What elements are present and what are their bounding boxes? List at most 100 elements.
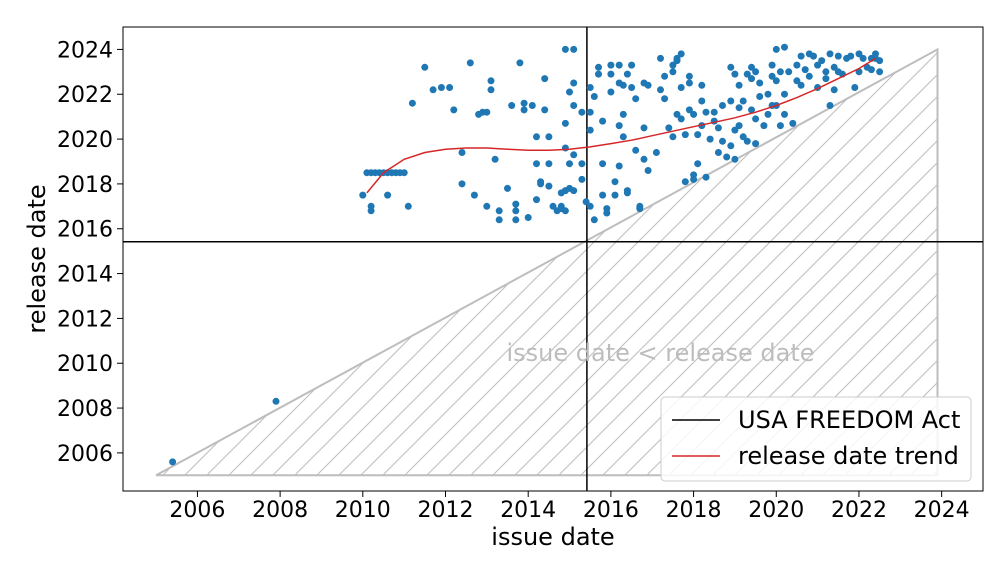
data-point (826, 102, 834, 109)
data-point (797, 52, 805, 60)
region-polygon (155, 47, 939, 477)
data-point (570, 45, 578, 53)
y-tick-label: 2012 (57, 307, 113, 332)
data-point (566, 160, 573, 168)
data-point (694, 160, 702, 168)
data-point (781, 110, 788, 118)
data-point (748, 75, 755, 83)
data-point (512, 207, 520, 215)
data-point (677, 50, 685, 58)
data-point (446, 84, 454, 91)
x-tick-label: 2010 (335, 498, 391, 523)
data-point (810, 52, 817, 60)
data-point (719, 102, 726, 109)
data-point (739, 97, 747, 105)
data-point (495, 207, 503, 215)
data-point (495, 216, 503, 224)
data-point (768, 61, 776, 69)
data-point (677, 115, 685, 123)
data-point (533, 160, 540, 168)
data-point (619, 81, 627, 89)
data-point (367, 207, 375, 215)
data-point (528, 102, 536, 109)
x-tick-label: 2020 (748, 498, 804, 523)
data-point (615, 162, 623, 170)
y-tick-label: 2016 (57, 218, 113, 243)
data-point (599, 117, 607, 125)
y-tick-label: 2022 (57, 83, 113, 108)
data-point (723, 153, 731, 161)
data-point (735, 81, 743, 89)
data-point (599, 191, 607, 199)
x-tick-label: 2024 (914, 498, 970, 523)
data-point (545, 133, 553, 141)
data-point (764, 90, 772, 98)
x-tick-label: 2022 (831, 498, 887, 523)
data-point (595, 63, 602, 71)
data-point (450, 106, 458, 114)
data-point (735, 104, 743, 112)
data-point (830, 86, 838, 94)
data-point (512, 216, 520, 224)
data-point (169, 458, 177, 466)
data-point (735, 122, 743, 130)
region-label: issue date < release date (506, 339, 814, 367)
data-point (714, 124, 722, 132)
legend-box (660, 396, 972, 482)
data-point (772, 45, 780, 53)
data-point (508, 102, 516, 109)
data-point (847, 52, 855, 60)
data-point (549, 202, 557, 210)
data-point (404, 202, 412, 210)
data-point (793, 61, 801, 69)
data-point (533, 133, 540, 141)
y-tick-label: 2010 (57, 352, 113, 377)
data-point (400, 169, 408, 177)
data-point (437, 84, 445, 91)
data-point (466, 59, 474, 67)
x-axis: 2006 2008 2010 2012 2014 2016 2018 2020 2022 2024 (169, 491, 970, 523)
data-point (702, 173, 710, 181)
data-point (776, 122, 784, 130)
data-point (590, 216, 598, 224)
data-point (772, 77, 780, 85)
data-point (768, 72, 776, 80)
data-point (628, 61, 636, 69)
data-point (690, 110, 698, 118)
data-point (636, 205, 644, 213)
data-point (698, 81, 706, 89)
data-point (805, 72, 813, 80)
data-point (586, 126, 594, 134)
data-point (739, 133, 747, 141)
data-point (640, 155, 648, 163)
data-point (611, 178, 619, 186)
data-point (661, 72, 669, 80)
data-point (408, 99, 416, 107)
data-point (822, 75, 830, 83)
data-point (512, 200, 520, 208)
data-point (859, 54, 867, 62)
data-point (669, 133, 677, 141)
data-point (619, 110, 627, 118)
data-point (483, 202, 491, 210)
data-point (776, 68, 784, 76)
data-point (520, 99, 528, 107)
data-point (470, 191, 478, 199)
data-point (537, 180, 545, 188)
data-point (578, 108, 586, 116)
data-point (785, 68, 793, 76)
data-point (644, 167, 652, 174)
data-point (661, 95, 669, 103)
data-point (384, 191, 392, 199)
data-point (545, 182, 553, 190)
data-point (607, 88, 615, 96)
data-point (834, 52, 842, 60)
data-point (570, 151, 578, 159)
data-point (599, 160, 607, 168)
data-point (359, 191, 367, 199)
data-point (541, 75, 549, 83)
data-point (632, 146, 640, 154)
data-point (570, 79, 578, 87)
plot-area (123, 27, 983, 491)
x-tick-label: 2018 (666, 498, 722, 523)
